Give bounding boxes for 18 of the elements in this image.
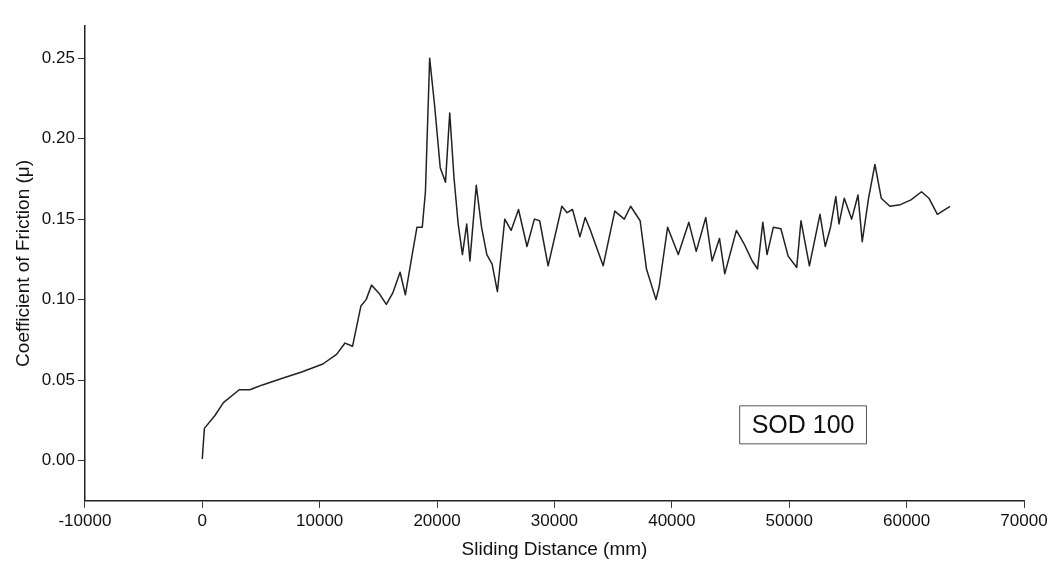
y-tick-label: 0.15: [41, 208, 75, 228]
y-tick-label: 0.20: [41, 128, 75, 148]
x-tick-label: 0: [197, 510, 208, 530]
x-tick-label: -10000: [58, 510, 112, 530]
x-tick-label: 50000: [765, 510, 813, 530]
x-tick-label: 10000: [296, 510, 344, 530]
x-tick-label: 30000: [530, 510, 579, 530]
y-tick-label: 0.00: [41, 450, 75, 470]
x-axis-title: Sliding Distance (mm): [461, 537, 648, 559]
y-tick-label: 0.25: [41, 47, 75, 67]
x-tick-label: 20000: [413, 510, 461, 530]
annotation: SOD 100: [751, 409, 855, 438]
x-tick-label: 60000: [882, 510, 931, 530]
x-tick-label: 40000: [648, 510, 696, 530]
x-tick-label: 70000: [1000, 510, 1048, 530]
y-tick-label: 0.05: [41, 369, 75, 389]
y-axis-title: Coefficient of Friction (μ): [11, 159, 33, 367]
y-tick-label: 0.10: [41, 289, 75, 309]
